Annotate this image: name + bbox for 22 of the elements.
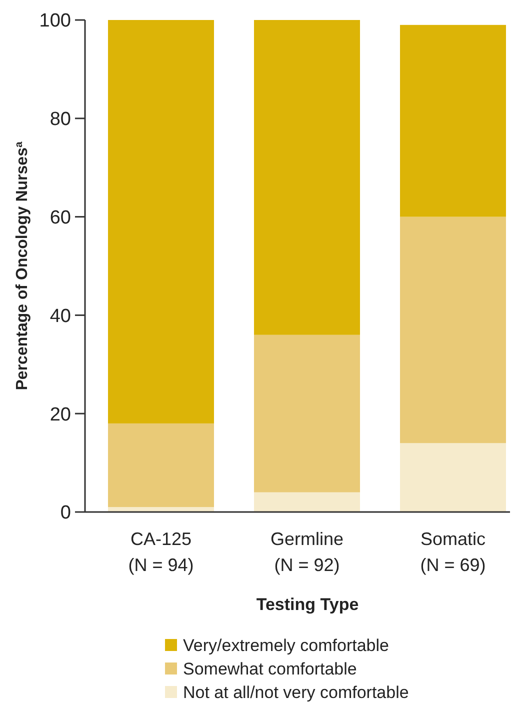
bar <box>400 443 506 512</box>
bar <box>400 216 506 444</box>
bar <box>254 334 360 492</box>
x-tick-label: Somatic (N = 69) <box>420 529 486 575</box>
y-tick-label: 60 <box>50 207 71 228</box>
x-tick-label: Germline (N = 92) <box>270 529 344 575</box>
x-axis-title: Testing Type <box>256 595 359 614</box>
y-tick-label: 80 <box>50 109 71 130</box>
bar <box>108 423 214 508</box>
y-tick-label: 0 <box>60 502 71 524</box>
legend-label: Very/extremely comfortable <box>183 636 389 655</box>
bar <box>400 24 506 217</box>
bar <box>254 20 360 335</box>
x-tick-label: CA-125 (N = 94) <box>128 529 194 575</box>
y-tick-label: 20 <box>50 404 71 426</box>
bar <box>108 20 214 424</box>
y-tick-label: 40 <box>50 306 71 327</box>
bar <box>254 492 360 512</box>
legend-label: Somewhat comfortable <box>183 659 357 678</box>
legend-label: Not at all/not very comfortable <box>183 682 409 702</box>
bar <box>108 507 214 512</box>
y-tick-label: 100 <box>39 10 71 32</box>
